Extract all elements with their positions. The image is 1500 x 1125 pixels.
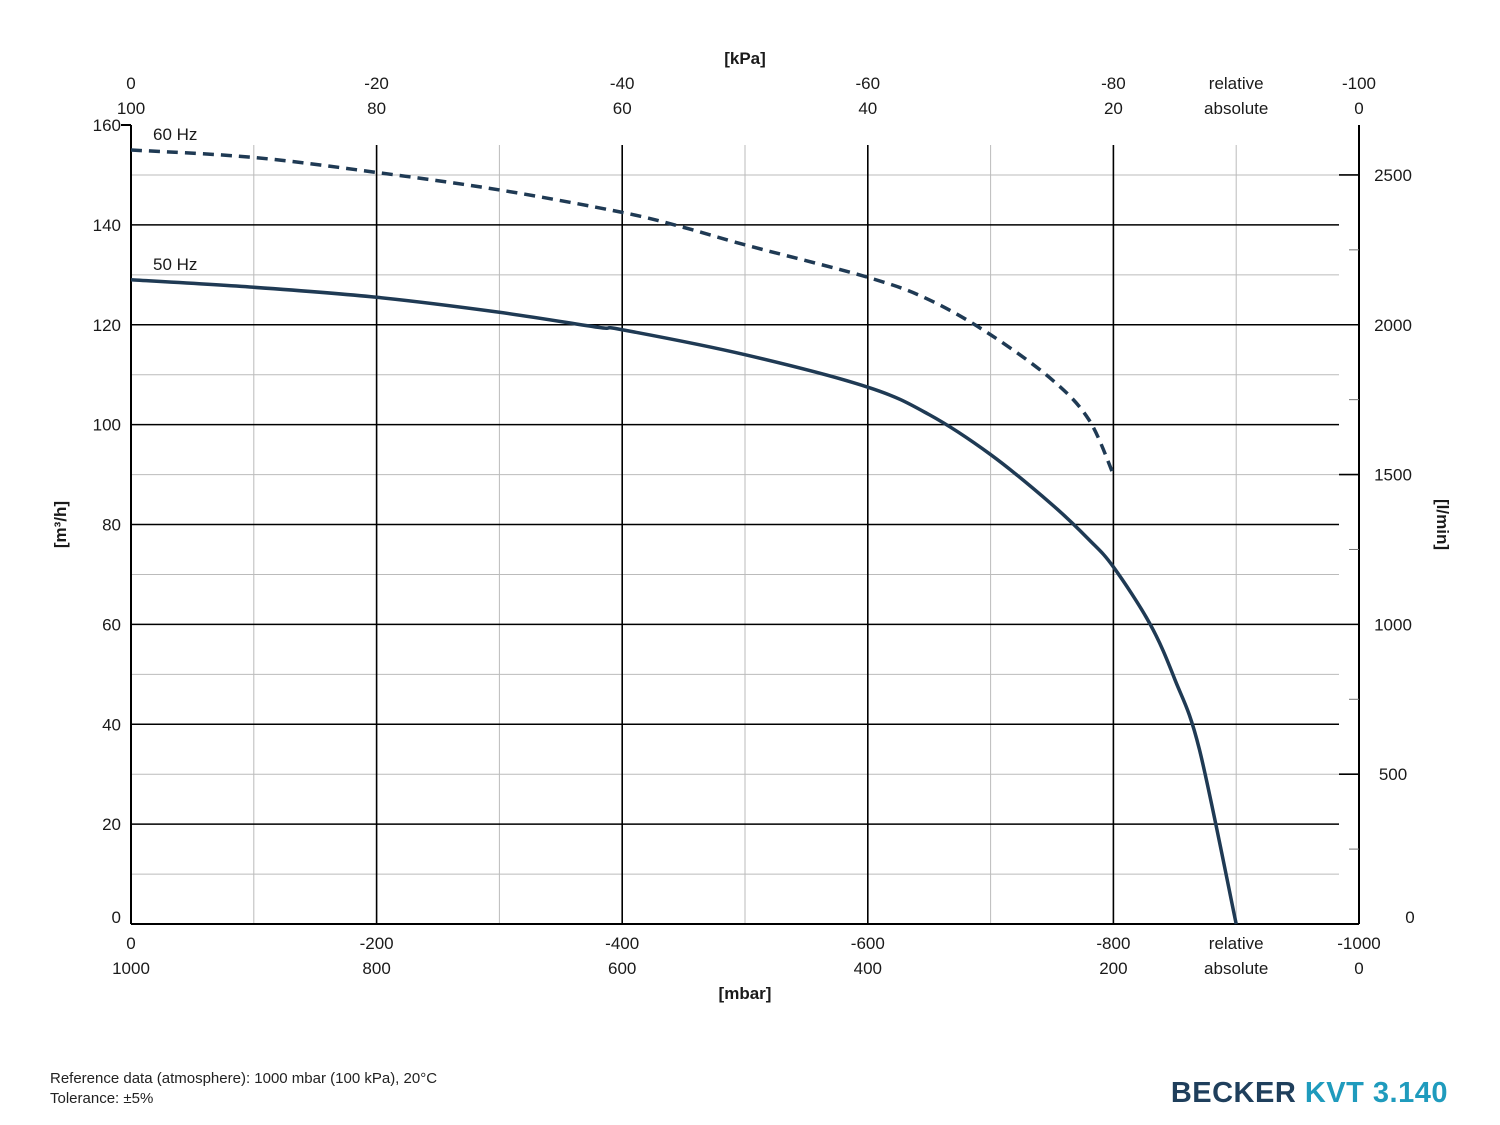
y-axis-title-right: [l/min] <box>1433 499 1452 550</box>
brand-maker: BECKER <box>1170 1077 1297 1109</box>
x-tick-label-absolute: 200 <box>1099 959 1127 978</box>
x-tick-label-relative: -1000 <box>1337 934 1380 953</box>
x-tick-label-relative: -400 <box>605 934 639 953</box>
x-tick-label-absolute: 800 <box>362 959 390 978</box>
brand-logo: BECKER KVT 3.140 <box>1171 1077 1448 1110</box>
x-tick-label-relative: 0 <box>126 934 135 953</box>
axes <box>121 124 1360 925</box>
top-row-label-absolute: absolute <box>1204 99 1268 118</box>
x-axis-title-top: [kPa] <box>724 49 766 68</box>
y-tick-label-right: 2000 <box>1374 316 1412 335</box>
y-tick-label-left: 160 <box>93 116 121 135</box>
y-tick-label-left: 20 <box>102 815 121 834</box>
y-tick-label-left: 60 <box>102 615 121 634</box>
x-tick-label-absolute: 600 <box>608 959 636 978</box>
top-row-label-relative: relative <box>1209 74 1264 93</box>
series-line-50hz <box>130 278 1238 925</box>
reference-note: Reference data (atmosphere): 1000 mbar (… <box>50 1070 438 1087</box>
y-tick-label-right: 0 <box>1405 908 1414 927</box>
series-line-60hz <box>130 148 1116 476</box>
top-tick-label-relative: 0 <box>126 74 135 93</box>
y-tick-label-right: 1500 <box>1374 466 1412 485</box>
y-axis-title-left: [m³/h] <box>51 501 70 548</box>
top-tick-label-absolute: 40 <box>858 99 877 118</box>
top-tick-label-absolute: 60 <box>613 99 632 118</box>
x-tick-label-absolute: 0 <box>1354 959 1363 978</box>
grid <box>131 145 1339 924</box>
top-tick-label-relative: -100 <box>1342 74 1376 93</box>
y-tick-label-right: 2500 <box>1374 166 1412 185</box>
x-tick-label-relative: -600 <box>851 934 885 953</box>
x-axis-title-bottom: [mbar] <box>719 984 772 1003</box>
top-tick-label-relative: -80 <box>1101 74 1126 93</box>
y-tick-label-left: 100 <box>93 416 121 435</box>
tolerance-note: Tolerance: ±5% <box>50 1090 154 1107</box>
y-tick-label-right: 500 <box>1379 765 1407 784</box>
top-tick-label-relative: -60 <box>856 74 881 93</box>
top-tick-label-absolute: 20 <box>1104 99 1123 118</box>
series-layer <box>130 148 1238 925</box>
x-row-label-relative: relative <box>1209 934 1264 953</box>
y-tick-label-right: 1000 <box>1374 615 1412 634</box>
x-tick-label-absolute: 1000 <box>112 959 150 978</box>
top-tick-label-relative: -20 <box>364 74 389 93</box>
y-tick-label-left: 80 <box>102 516 121 535</box>
brand-model: KVT 3.140 <box>1304 1077 1448 1109</box>
series-label: 60 Hz <box>153 125 197 144</box>
y-tick-label-left: 140 <box>93 216 121 235</box>
top-tick-label-absolute: 80 <box>367 99 386 118</box>
x-tick-label-relative: -200 <box>360 934 394 953</box>
top-tick-label-absolute: 0 <box>1354 99 1363 118</box>
top-tick-label-absolute: 100 <box>117 99 145 118</box>
x-tick-label-relative: -800 <box>1096 934 1130 953</box>
series-label: 50 Hz <box>153 255 197 274</box>
y-tick-label-left: 120 <box>93 316 121 335</box>
x-tick-label-absolute: 400 <box>854 959 882 978</box>
x-row-label-absolute: absolute <box>1204 959 1268 978</box>
y-tick-label-left: 40 <box>102 715 121 734</box>
top-tick-label-relative: -40 <box>610 74 635 93</box>
y-tick-label-left: 0 <box>112 908 121 927</box>
